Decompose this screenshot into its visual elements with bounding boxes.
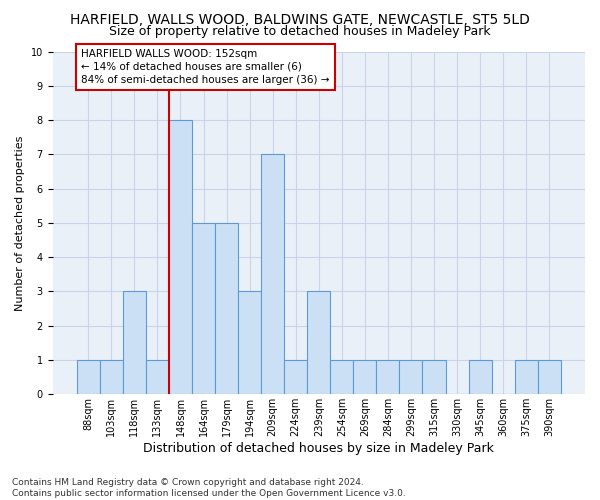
Bar [123,292,146,395]
Bar [307,292,330,395]
Text: HARFIELD WALLS WOOD: 152sqm
← 14% of detached houses are smaller (6)
84% of semi: HARFIELD WALLS WOOD: 152sqm ← 14% of det… [82,48,330,85]
Bar [353,360,376,394]
Bar [192,223,215,394]
Bar [77,360,100,394]
Bar [376,360,400,394]
Bar [284,360,307,394]
Bar [169,120,192,394]
Text: Size of property relative to detached houses in Madeley Park: Size of property relative to detached ho… [109,25,491,38]
X-axis label: Distribution of detached houses by size in Madeley Park: Distribution of detached houses by size … [143,442,494,455]
Bar [538,360,561,394]
Bar [215,223,238,394]
Text: Contains HM Land Registry data © Crown copyright and database right 2024.
Contai: Contains HM Land Registry data © Crown c… [12,478,406,498]
Text: HARFIELD, WALLS WOOD, BALDWINS GATE, NEWCASTLE, ST5 5LD: HARFIELD, WALLS WOOD, BALDWINS GATE, NEW… [70,12,530,26]
Bar [100,360,123,394]
Y-axis label: Number of detached properties: Number of detached properties [15,135,25,310]
Bar [515,360,538,394]
Bar [330,360,353,394]
Bar [422,360,446,394]
Bar [261,154,284,394]
Bar [238,292,261,395]
Bar [146,360,169,394]
Bar [469,360,491,394]
Bar [400,360,422,394]
